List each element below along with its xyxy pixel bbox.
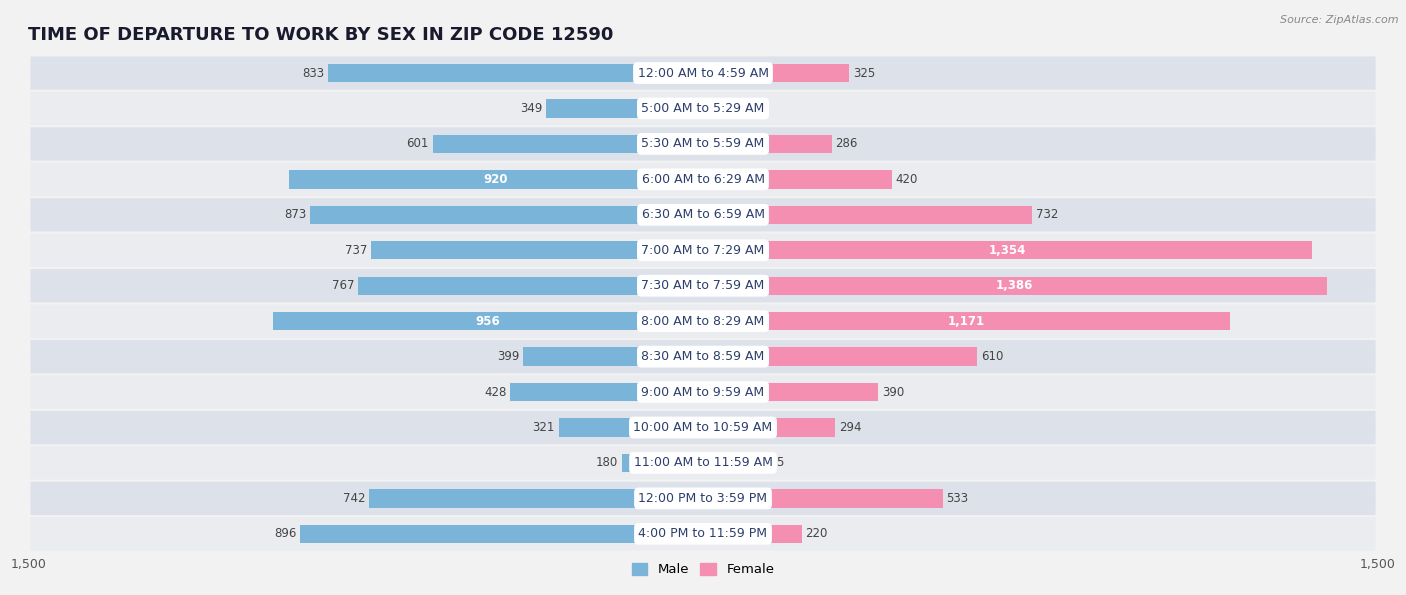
Bar [558, 418, 703, 437]
Text: 896: 896 [274, 527, 297, 540]
FancyBboxPatch shape [31, 375, 1375, 409]
Bar [703, 277, 1327, 295]
FancyBboxPatch shape [31, 198, 1375, 231]
Text: 73: 73 [740, 102, 754, 115]
Bar [371, 241, 703, 259]
Text: 399: 399 [498, 350, 520, 363]
Text: 833: 833 [302, 67, 325, 80]
Bar [523, 347, 703, 366]
Legend: Male, Female: Male, Female [626, 558, 780, 582]
Text: 12:00 AM to 4:59 AM: 12:00 AM to 4:59 AM [637, 67, 769, 80]
Text: 1,386: 1,386 [995, 279, 1033, 292]
FancyBboxPatch shape [31, 305, 1375, 338]
FancyBboxPatch shape [31, 411, 1375, 444]
Bar [621, 454, 703, 472]
FancyBboxPatch shape [31, 482, 1375, 515]
FancyBboxPatch shape [31, 340, 1375, 373]
Bar [328, 64, 703, 82]
Text: 8:30 AM to 8:59 AM: 8:30 AM to 8:59 AM [641, 350, 765, 363]
Text: 5:30 AM to 5:59 AM: 5:30 AM to 5:59 AM [641, 137, 765, 151]
FancyBboxPatch shape [31, 127, 1375, 161]
Text: 9:00 AM to 9:59 AM: 9:00 AM to 9:59 AM [641, 386, 765, 399]
FancyBboxPatch shape [31, 517, 1375, 550]
Text: 11:00 AM to 11:59 AM: 11:00 AM to 11:59 AM [634, 456, 772, 469]
Text: 767: 767 [332, 279, 354, 292]
Text: Source: ZipAtlas.com: Source: ZipAtlas.com [1281, 15, 1399, 25]
Bar [703, 418, 835, 437]
Bar [703, 206, 1032, 224]
Bar [703, 134, 832, 153]
Bar [359, 277, 703, 295]
Text: 220: 220 [806, 527, 828, 540]
Bar [703, 312, 1230, 330]
Text: 956: 956 [475, 315, 501, 328]
Bar [273, 312, 703, 330]
Text: 732: 732 [1036, 208, 1059, 221]
Text: 294: 294 [839, 421, 862, 434]
Text: 390: 390 [882, 386, 904, 399]
Bar [311, 206, 703, 224]
Bar [703, 489, 943, 508]
Text: 610: 610 [981, 350, 1004, 363]
Text: 420: 420 [896, 173, 918, 186]
Bar [546, 99, 703, 118]
FancyBboxPatch shape [31, 57, 1375, 90]
Bar [703, 64, 849, 82]
Text: 1,171: 1,171 [948, 315, 986, 328]
Text: TIME OF DEPARTURE TO WORK BY SEX IN ZIP CODE 12590: TIME OF DEPARTURE TO WORK BY SEX IN ZIP … [28, 26, 613, 43]
Text: 10:00 AM to 10:59 AM: 10:00 AM to 10:59 AM [634, 421, 772, 434]
Text: 349: 349 [520, 102, 543, 115]
Bar [370, 489, 703, 508]
Bar [703, 99, 735, 118]
Text: 7:00 AM to 7:29 AM: 7:00 AM to 7:29 AM [641, 244, 765, 257]
FancyBboxPatch shape [31, 162, 1375, 196]
Text: 5:00 AM to 5:29 AM: 5:00 AM to 5:29 AM [641, 102, 765, 115]
FancyBboxPatch shape [31, 446, 1375, 480]
Text: 180: 180 [596, 456, 619, 469]
Text: 742: 742 [343, 492, 366, 505]
Bar [703, 347, 977, 366]
Text: 1,354: 1,354 [988, 244, 1026, 257]
Text: 321: 321 [533, 421, 555, 434]
Text: 6:30 AM to 6:59 AM: 6:30 AM to 6:59 AM [641, 208, 765, 221]
Bar [703, 383, 879, 401]
Bar [703, 241, 1312, 259]
Text: 286: 286 [835, 137, 858, 151]
Text: 12:00 PM to 3:59 PM: 12:00 PM to 3:59 PM [638, 492, 768, 505]
Bar [433, 134, 703, 153]
Text: 4:00 PM to 11:59 PM: 4:00 PM to 11:59 PM [638, 527, 768, 540]
Text: 737: 737 [346, 244, 368, 257]
Bar [290, 170, 703, 189]
Text: 325: 325 [853, 67, 875, 80]
Bar [510, 383, 703, 401]
Bar [703, 170, 891, 189]
Bar [703, 525, 801, 543]
Text: 873: 873 [284, 208, 307, 221]
Text: 8:00 AM to 8:29 AM: 8:00 AM to 8:29 AM [641, 315, 765, 328]
Text: 428: 428 [485, 386, 506, 399]
Text: 533: 533 [946, 492, 969, 505]
Text: 6:00 AM to 6:29 AM: 6:00 AM to 6:29 AM [641, 173, 765, 186]
FancyBboxPatch shape [31, 269, 1375, 302]
FancyBboxPatch shape [31, 92, 1375, 125]
FancyBboxPatch shape [31, 234, 1375, 267]
Text: 125: 125 [763, 456, 785, 469]
Bar [703, 454, 759, 472]
Text: 7:30 AM to 7:59 AM: 7:30 AM to 7:59 AM [641, 279, 765, 292]
Text: 601: 601 [406, 137, 429, 151]
Text: 920: 920 [484, 173, 509, 186]
Bar [299, 525, 703, 543]
